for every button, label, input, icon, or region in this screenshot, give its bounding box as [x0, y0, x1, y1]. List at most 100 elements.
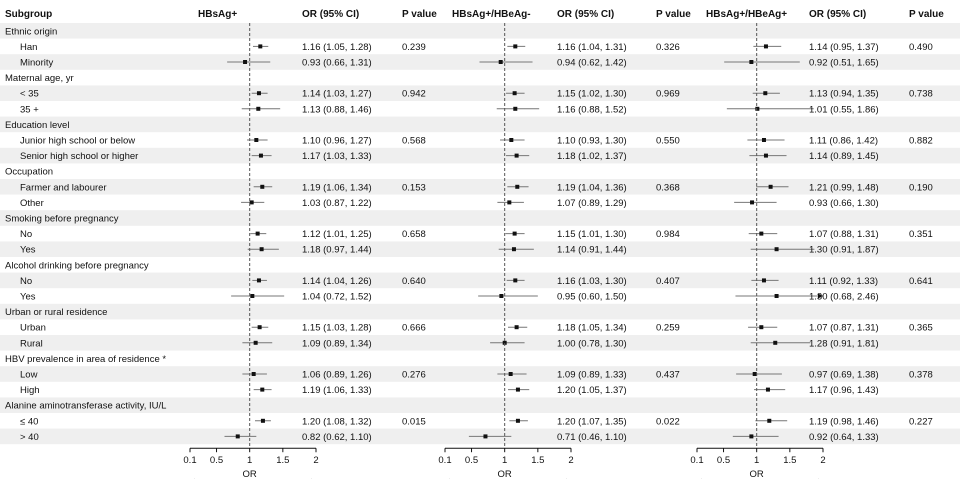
or-ci-value: 1.18 (1.05, 1.34) — [557, 323, 627, 334]
or-ci-value: 1.01 (0.55, 1.86) — [809, 104, 879, 115]
or-ci-value: 1.20 (1.05, 1.37) — [557, 385, 627, 396]
row-stripe — [0, 241, 960, 257]
point-estimate — [761, 278, 766, 283]
row-stripe — [0, 116, 960, 133]
row-label: ≤ 40 — [20, 416, 38, 427]
p-value: 0.378 — [909, 370, 933, 381]
row-label: Urban — [20, 323, 46, 334]
point-estimate — [260, 184, 265, 189]
or-ci-value: 0.97 (0.69, 1.38) — [809, 370, 879, 381]
or-ci-value: 1.30 (0.68, 2.46) — [809, 292, 879, 303]
estimate-group: 1.17 (0.96, 1.43) — [754, 385, 879, 396]
or-ci-value: 0.92 (0.51, 1.65) — [809, 58, 879, 69]
or-ci-value: 1.15 (1.01, 1.30) — [557, 229, 627, 240]
estimate-group: 1.20 (1.07, 1.35) 0.022 — [509, 416, 680, 427]
row-label: Han — [20, 42, 37, 53]
point-estimate — [255, 231, 260, 236]
estimate-group: 1.15 (1.01, 1.30) 0.984 — [505, 229, 680, 240]
p-value: 0.022 — [656, 416, 680, 427]
row-label: Junior high school or below — [20, 136, 135, 147]
estimate-group: 0.93 (0.66, 1.31) — [227, 58, 372, 69]
or-ci-value: 0.95 (0.60, 1.50) — [557, 292, 627, 303]
row-label: Yes — [20, 292, 36, 303]
estimate-group: 0.95 (0.60, 1.50) — [478, 292, 627, 303]
estimate-group: 1.13 (0.94, 1.35) 0.738 — [752, 89, 933, 100]
or-ci-value: 1.06 (0.89, 1.26) — [302, 370, 372, 381]
p-value: 0.984 — [656, 229, 680, 240]
row-label: No — [20, 229, 32, 240]
point-estimate — [507, 200, 512, 205]
estimate-group: 1.16 (1.03, 1.30) 0.407 — [506, 276, 680, 287]
p-value: 0.351 — [909, 229, 933, 240]
or-ci-value: 1.16 (0.88, 1.52) — [557, 104, 627, 115]
point-estimate — [259, 247, 264, 252]
row-stripe — [0, 335, 960, 351]
p-value: 0.259 — [656, 323, 680, 334]
or-ci-value: 1.14 (0.95, 1.37) — [809, 42, 879, 53]
row-label: Low — [20, 370, 38, 381]
axis-group: 0.10.511.52ORLowerHigher — [183, 23, 319, 479]
x-tick-label: 1 — [754, 455, 759, 466]
axis-group: 0.10.511.52ORLowerHigher — [438, 23, 574, 479]
point-estimate — [513, 278, 518, 283]
row-stripe — [0, 23, 960, 39]
estimate-group: 1.16 (0.88, 1.52) — [496, 104, 627, 115]
or-ci-value: 1.11 (0.92, 1.33) — [809, 276, 878, 287]
or-ci-value: 1.09 (0.89, 1.33) — [557, 370, 627, 381]
panel-title: HBsAg+ — [198, 9, 237, 20]
or-ci-value: 1.15 (1.02, 1.30) — [557, 89, 627, 100]
or-ci-value: 1.20 (1.08, 1.32) — [302, 416, 372, 427]
point-estimate — [749, 60, 754, 64]
or-ci-value: 0.82 (0.62, 1.10) — [302, 432, 372, 443]
or-ci-value: 1.20 (1.07, 1.35) — [557, 416, 627, 427]
x-tick-label: 2 — [820, 455, 825, 466]
group-label: Occupation — [5, 167, 53, 178]
point-estimate — [483, 434, 488, 439]
row-stripe — [0, 272, 960, 289]
or-ci-value: 1.16 (1.04, 1.31) — [557, 42, 627, 53]
or-ci-value: 1.07 (0.87, 1.31) — [809, 323, 879, 334]
x-tick-label: 0.1 — [183, 455, 196, 466]
subgroup-header: Subgroup — [5, 9, 52, 20]
estimate-group: 1.14 (0.95, 1.37) 0.490 — [753, 42, 933, 53]
point-estimate — [512, 231, 517, 236]
point-estimate — [515, 184, 520, 189]
or-ci-value: 1.15 (1.03, 1.28) — [302, 323, 372, 334]
row-stripe — [0, 366, 960, 382]
estimate-group: 1.13 (0.88, 1.46) — [241, 104, 372, 115]
row-stripe — [0, 85, 960, 101]
or-ci-value: 1.14 (0.91, 1.44) — [557, 245, 627, 256]
point-estimate — [515, 387, 520, 392]
estimate-group: 1.10 (0.93, 1.30) 0.550 — [500, 136, 680, 147]
x-tick-label: 2 — [313, 455, 318, 466]
point-estimate — [774, 294, 779, 298]
or-ci-value: 1.16 (1.05, 1.28) — [302, 42, 372, 53]
estimate-group: 0.97 (0.69, 1.38) 0.378 — [736, 370, 933, 381]
point-estimate — [765, 387, 770, 392]
point-estimate — [761, 138, 766, 142]
estimate-group: 1.03 (0.87, 1.22) — [241, 198, 372, 209]
point-estimate — [514, 325, 519, 330]
or-ci-value: 0.71 (0.46, 1.10) — [557, 432, 627, 443]
row-label: Farmer and labourer — [20, 182, 107, 193]
point-estimate — [258, 153, 263, 158]
row-label: Senior high school or higher — [20, 151, 138, 162]
or-ci-value: 1.09 (0.89, 1.34) — [302, 338, 372, 349]
x-tick-label: 1.5 — [783, 455, 796, 466]
or-ci-value: 1.19 (1.06, 1.34) — [302, 182, 372, 193]
estimate-group: 1.01 (0.55, 1.86) — [726, 104, 879, 115]
estimate-group: 1.07 (0.88, 1.31) 0.351 — [748, 229, 933, 240]
point-estimate — [763, 153, 768, 158]
estimate-group: 1.21 (0.99, 1.48) 0.190 — [756, 182, 933, 193]
estimate-group: 1.18 (0.97, 1.44) — [247, 245, 372, 256]
x-tick-label: 1.5 — [276, 455, 289, 466]
row-stripe — [0, 397, 960, 413]
or-ci-value: 0.92 (0.64, 1.33) — [809, 432, 879, 443]
or-ci-value: 0.93 (0.66, 1.30) — [809, 198, 879, 209]
estimate-group: 1.30 (0.91, 1.87) — [750, 245, 879, 256]
point-estimate — [260, 387, 265, 392]
point-estimate — [508, 372, 513, 376]
estimate-group: 0.93 (0.66, 1.30) — [734, 198, 879, 209]
p-value: 0.365 — [909, 323, 933, 334]
